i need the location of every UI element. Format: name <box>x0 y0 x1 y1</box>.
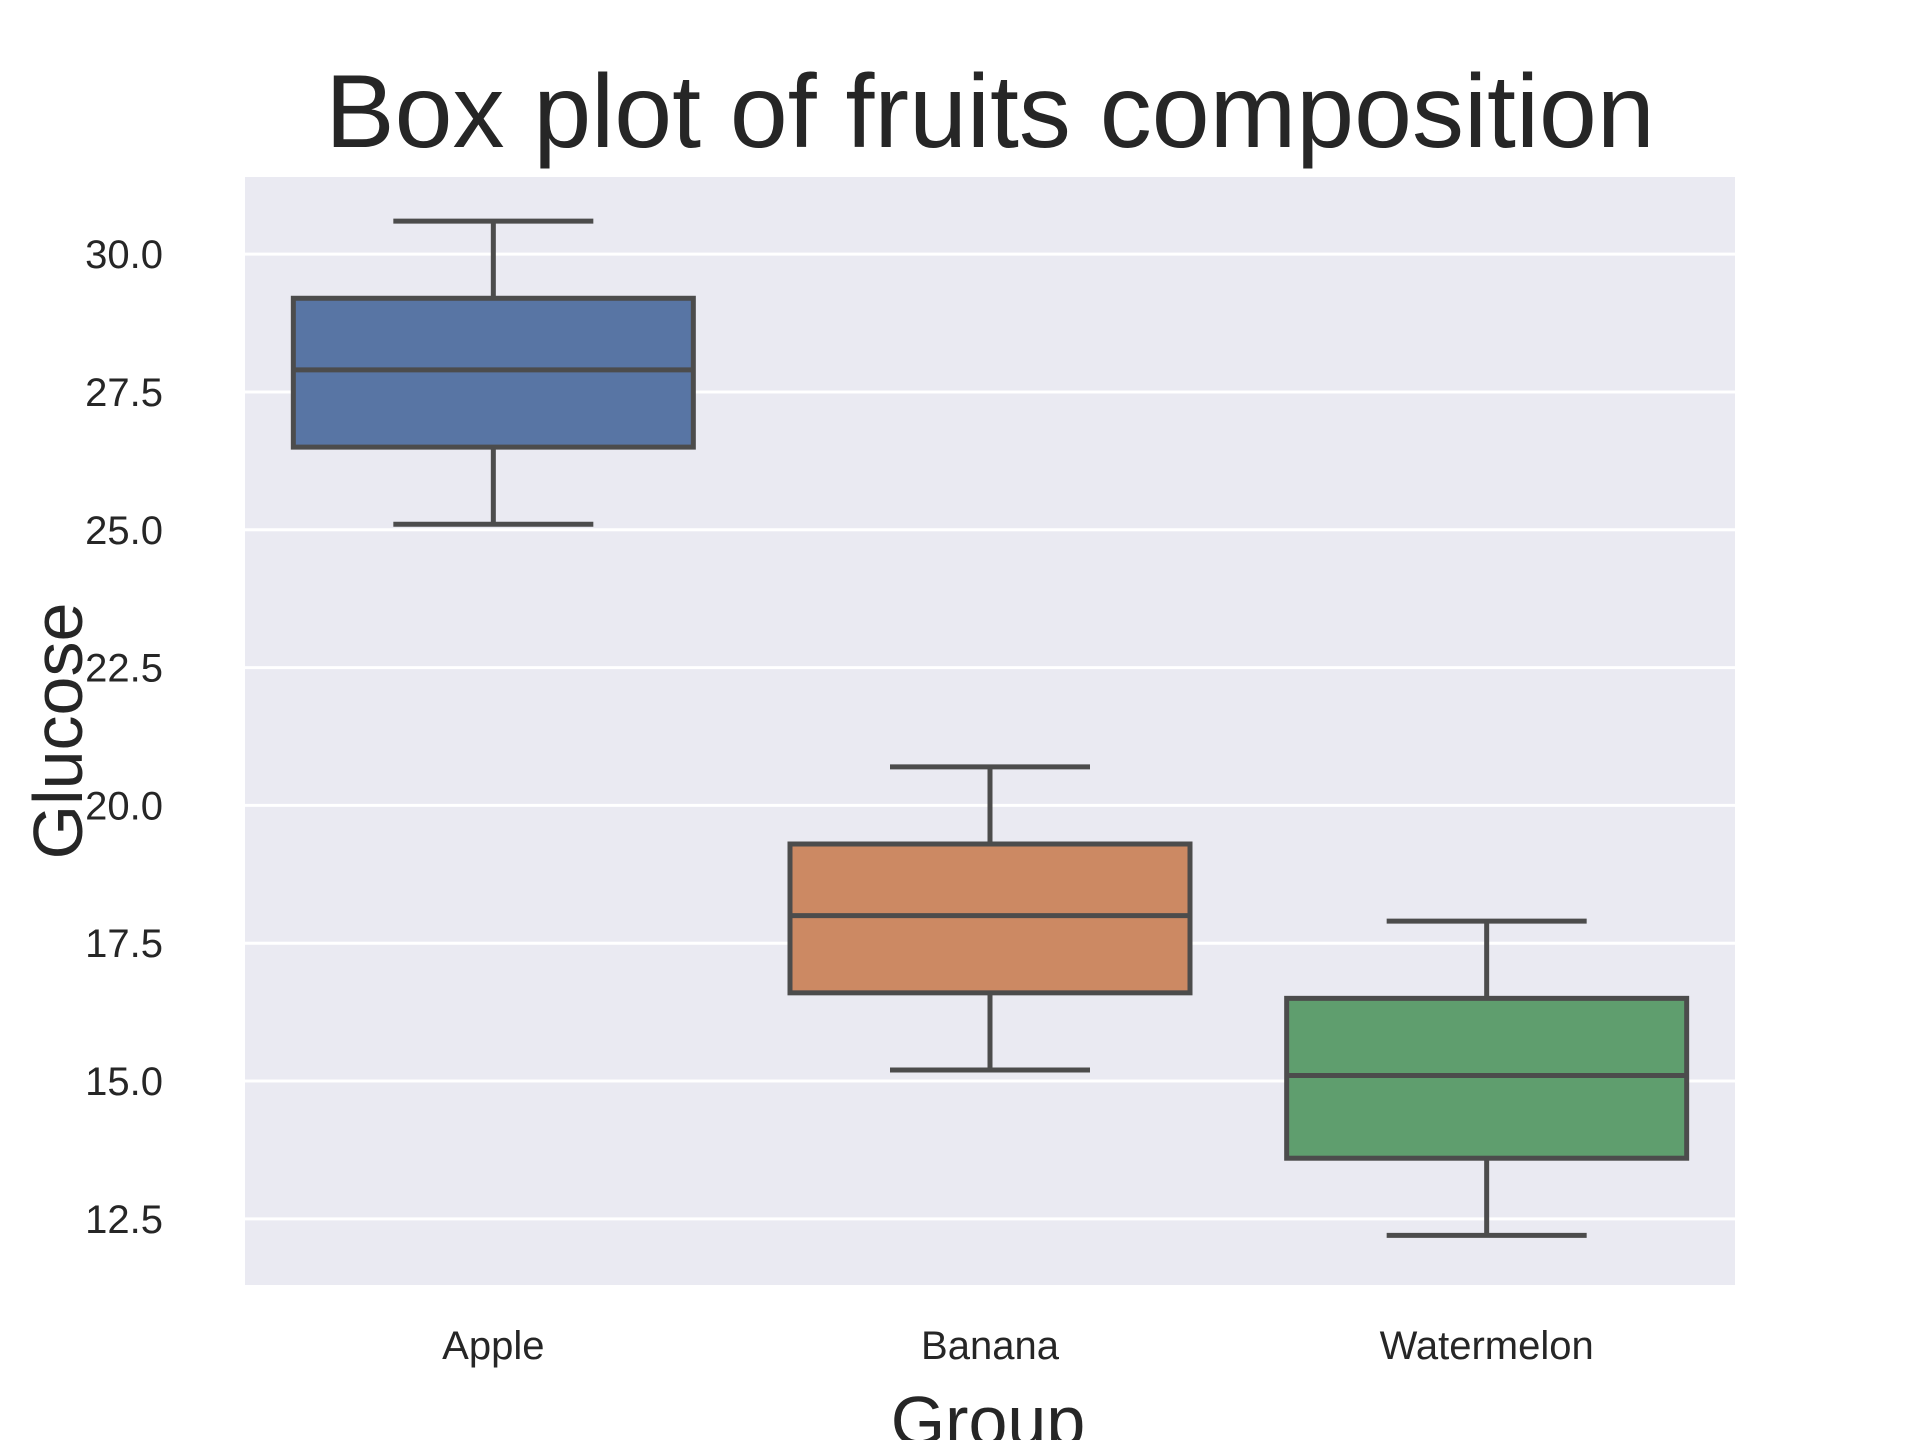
y-tick-label: 15.0 <box>85 1060 163 1104</box>
chart-title: Box plot of fruits composition <box>325 54 1655 170</box>
iqr-box <box>290 295 696 450</box>
y-tick-label: 27.5 <box>85 371 163 415</box>
x-tick-label: Watermelon <box>1380 1324 1594 1368</box>
box-watermelon <box>1284 918 1690 1238</box>
y-tick-label: 17.5 <box>85 922 163 966</box>
box-apple <box>290 218 696 527</box>
x-tick-label: Apple <box>442 1324 544 1368</box>
box-banana <box>787 764 1193 1073</box>
boxes <box>290 218 1690 1238</box>
y-tick-label: 12.5 <box>85 1198 163 1242</box>
y-tick-label: 30.0 <box>85 233 163 277</box>
x-tick-label: Banana <box>921 1324 1060 1368</box>
y-tick-label: 25.0 <box>85 509 163 553</box>
y-tick-label: 20.0 <box>85 784 163 828</box>
y-tick-label: 22.5 <box>85 647 163 691</box>
y-axis-label: Glucose <box>19 603 97 860</box>
iqr-box <box>1284 995 1690 1161</box>
x-axis-label: Group <box>891 1382 1086 1440</box>
iqr-box <box>787 841 1193 996</box>
y-tick-labels: 12.5 15.0 17.5 20.0 22.5 25.0 27.5 30.0 <box>85 233 163 1242</box>
x-tick-labels: Apple Banana Watermelon <box>442 1324 1594 1368</box>
